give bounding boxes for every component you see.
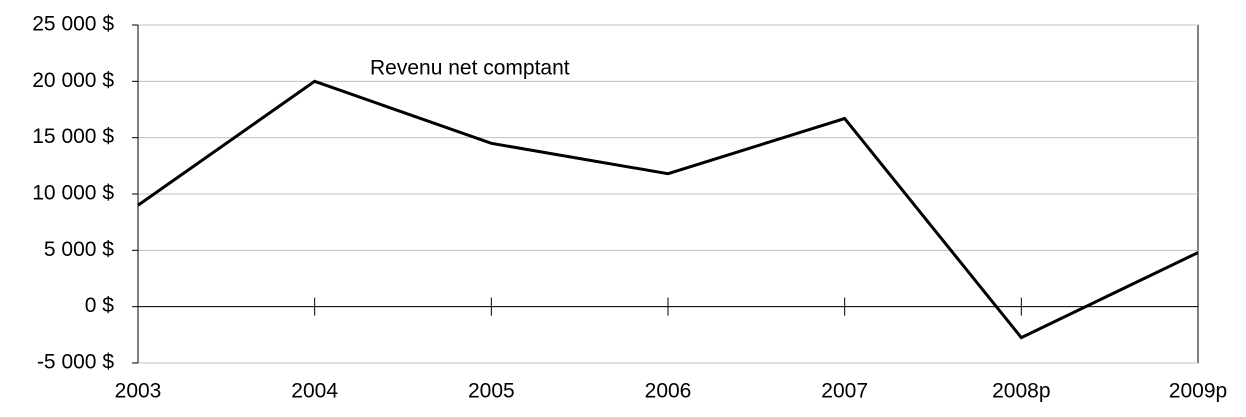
x-tick-label: 2003 [115,380,162,403]
y-tick-label: -5 000 $ [37,351,114,374]
x-tick-label: 2007 [821,380,868,403]
y-tick-label: 0 $ [85,294,115,317]
x-tick-label: 2006 [645,380,692,403]
y-tick-label: 20 000 $ [32,69,114,92]
y-tick-label: 15 000 $ [32,125,114,148]
y-tick-label: 25 000 $ [32,13,114,36]
x-tick-label: 2008p [992,380,1050,403]
x-tick-label: 2009p [1169,380,1227,403]
x-tick-label: 2004 [291,380,338,403]
line-series [137,79,1199,340]
y-tick-label: 5 000 $ [44,238,114,261]
y-tick-label: 10 000 $ [32,182,114,205]
x-tick-label: 2005 [468,380,515,403]
series-label: Revenu net comptant [370,57,570,80]
